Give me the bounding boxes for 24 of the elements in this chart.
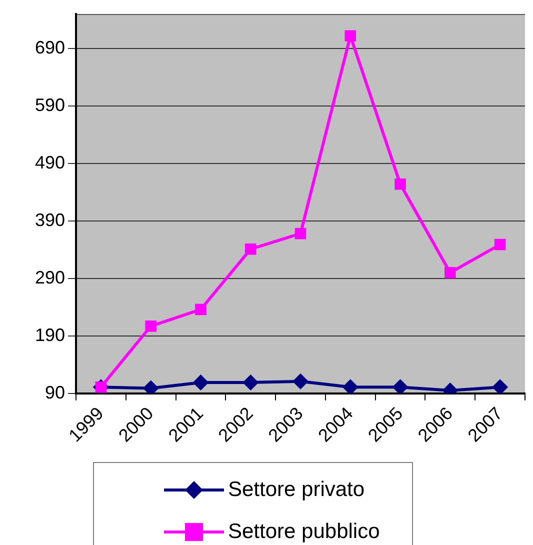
point [344,30,356,42]
point [392,379,408,394]
point [294,228,306,240]
point [244,243,256,255]
y-tick-label: 390 [34,210,65,230]
point [195,304,206,316]
point [192,374,209,390]
point [394,178,406,190]
point [444,267,456,278]
point [95,381,107,393]
point [292,373,308,390]
y-tick-label: 190 [34,324,65,345]
point [492,379,508,394]
y-tick-label: 690 [34,37,65,58]
point [145,320,156,332]
point [342,379,358,394]
point [494,238,506,250]
y-tick-label: 90 [44,382,65,402]
legend-label: Settore privato [228,478,365,502]
y-tick-label: 590 [34,94,65,115]
point [242,374,259,390]
legend-label: Settore pubblico [228,520,380,544]
y-tick-label: 490 [34,152,65,172]
y-tick-label: 290 [34,267,65,288]
